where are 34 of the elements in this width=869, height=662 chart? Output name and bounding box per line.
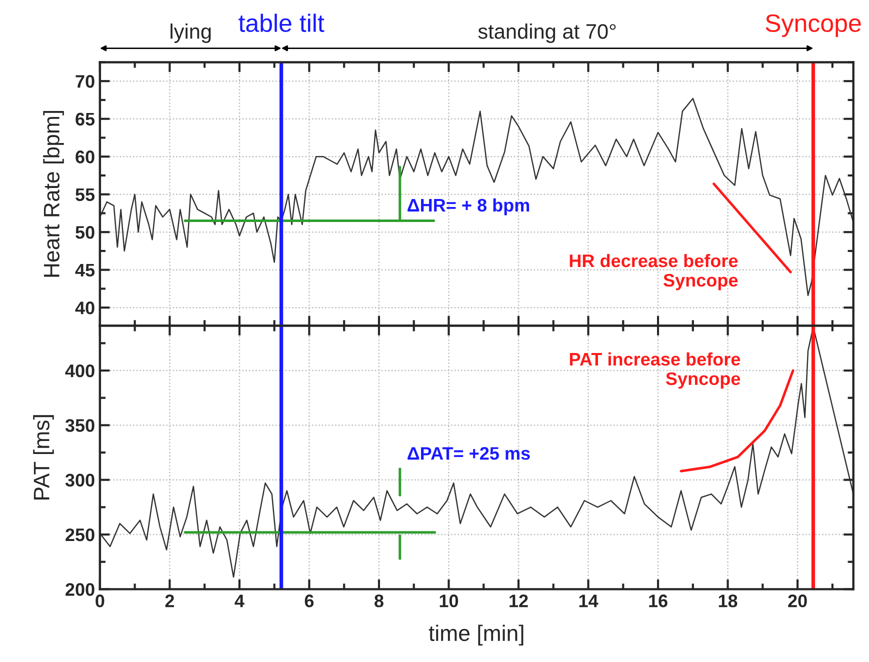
annotation: HR decrease before Syncope	[570, 254, 738, 290]
x-tick-label: 2	[165, 594, 174, 608]
y-tick-label: 50	[76, 226, 94, 239]
ref-line-label: Syncope	[766, 14, 861, 37]
x-axis-title: time [min]	[428, 624, 524, 646]
y-axis-title: Heart Rate [bpm]	[43, 110, 64, 277]
ref-line-label: table tilt	[238, 14, 324, 32]
y-tick-label: 45	[75, 264, 95, 277]
x-tick-label: 8	[374, 594, 384, 608]
annotation: ΔPAT= +25 ms	[408, 447, 530, 460]
y-tick-label: 65	[76, 112, 95, 126]
x-tick-label: 14	[579, 594, 598, 608]
y-tick-label: 200	[66, 583, 94, 596]
y-tick-label: 40	[75, 302, 94, 314]
y-tick-label: 350	[65, 419, 94, 432]
y-tick-label: 60	[76, 150, 94, 164]
y-tick-label: 400	[65, 364, 94, 378]
x-tick-label: 6	[304, 594, 314, 608]
annotation: PAT increase before Syncope	[570, 352, 740, 389]
x-tick-label: 16	[649, 594, 668, 608]
y-tick-label: 300	[65, 474, 94, 487]
annotation: ΔHR= + 8 bpm	[408, 198, 530, 216]
x-tick-label: 18	[718, 594, 738, 608]
y-axis-title: PAT [ms]	[33, 415, 54, 500]
text: lying	[170, 24, 211, 43]
x-tick-label: 10	[440, 594, 458, 608]
text: standing at 70°	[478, 24, 616, 43]
x-tick-label: 20	[788, 594, 807, 608]
x-tick-label: 12	[510, 594, 528, 608]
y-tick-label: 250	[66, 528, 94, 542]
x-tick-label: 4	[234, 594, 244, 608]
x-tick-label: 0	[96, 594, 104, 608]
y-tick-label: 55	[76, 188, 95, 202]
y-tick-label: 70	[76, 75, 94, 88]
